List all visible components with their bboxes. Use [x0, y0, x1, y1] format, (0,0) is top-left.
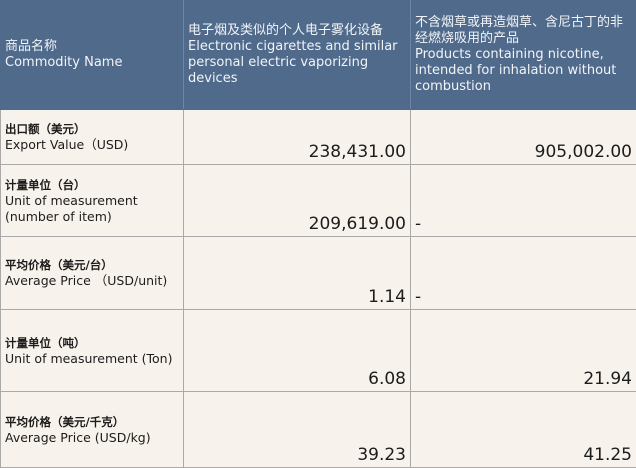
header-en: Products containing nicotine, intended f…: [415, 47, 617, 94]
label-en: Average Price （USD/unit): [5, 273, 168, 288]
row-label: 计量单位（台） Unit of measurement (number of it…: [0, 164, 184, 237]
header-commodity-name: 商品名称 Commodity Name: [0, 0, 184, 110]
row-label: 平均价格（美元/千克） Average Price (USD/kg): [0, 391, 184, 468]
cell-value: 6.08: [183, 309, 411, 392]
table-row: 平均价格（美元/千克） Average Price (USD/kg) 39.23 …: [0, 391, 636, 468]
cell-value: -: [410, 164, 636, 237]
header-row: 商品名称 Commodity Name 电子烟及类似的个人电子雾化设备 Electr…: [0, 0, 636, 110]
header-zh: 商品名称: [5, 39, 58, 54]
table-row: 计量单位（吨） Unit of measurement (Ton) 6.08 21…: [0, 309, 636, 392]
cell-value: 41.25: [410, 391, 636, 468]
row-label: 计量单位（吨） Unit of measurement (Ton): [0, 309, 184, 392]
cell-value: 21.94: [410, 309, 636, 392]
label-zh: 计量单位（吨）: [5, 335, 86, 350]
label-zh: 平均价格（美元/台）: [5, 258, 113, 272]
label-zh: 出口额（美元）: [5, 122, 86, 136]
label-zh: 计量单位（台）: [5, 177, 86, 192]
cell-value: 209,619.00: [183, 164, 411, 237]
table-row: 出口额（美元） Export Value（USD) 238,431.00 905,…: [0, 109, 636, 165]
cell-value: 238,431.00: [183, 109, 411, 165]
cell-value: -: [410, 236, 636, 310]
label-zh: 平均价格（美元/千克）: [5, 414, 125, 429]
row-label: 平均价格（美元/台） Average Price （USD/unit): [0, 236, 184, 310]
header-nicotine-products: 不含烟草或再造烟草、含尼古丁的非经燃烧吸用的产品 Products contain…: [410, 0, 636, 110]
header-e-cigarettes: 电子烟及类似的个人电子雾化设备 Electronic cigarettes and…: [183, 0, 411, 110]
cell-value: 39.23: [183, 391, 411, 468]
table-row: 平均价格（美元/台） Average Price （USD/unit) 1.14 …: [0, 236, 636, 310]
header-en: Commodity Name: [5, 55, 123, 70]
row-label: 出口额（美元） Export Value（USD): [0, 109, 184, 165]
header-zh: 电子烟及类似的个人电子雾化设备: [188, 23, 384, 38]
label-en: Unit of measurement (Ton): [5, 350, 173, 366]
label-en: Unit of measurement (number of item): [5, 192, 138, 224]
cell-value: 1.14: [183, 236, 411, 310]
cell-value: 905,002.00: [410, 109, 636, 165]
table-row: 计量单位（台） Unit of measurement (number of it…: [0, 164, 636, 237]
label-en: Export Value（USD): [5, 137, 129, 152]
label-en: Average Price (USD/kg): [5, 429, 151, 445]
header-en: Electronic cigarettes and similar person…: [188, 39, 398, 86]
header-zh: 不含烟草或再造烟草、含尼古丁的非经燃烧吸用的产品: [415, 15, 624, 46]
